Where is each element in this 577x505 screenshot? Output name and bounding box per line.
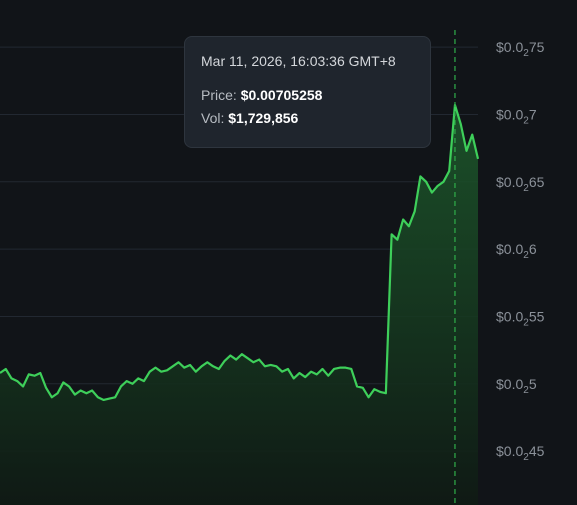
price-area-fill xyxy=(0,105,478,505)
y-axis-labels: $0.0275 $0.027 $0.0265 $0.026 $0.0255 $0.025 $… xyxy=(496,39,545,463)
y-tick-label: $0.025 xyxy=(496,376,537,396)
tooltip-vol-row: Vol: $1,729,856 xyxy=(201,110,414,126)
tooltip-price-label: Price: xyxy=(201,87,237,103)
y-tick-label: $0.026 xyxy=(496,241,537,261)
tooltip-vol-value: $1,729,856 xyxy=(228,110,299,126)
y-tick-label: $0.0255 xyxy=(496,308,545,328)
tooltip-date: Mar 11, 2026, 16:03:36 GMT+8 xyxy=(201,53,396,69)
y-tick-label: $0.0275 xyxy=(496,39,545,59)
tooltip-price-row: Price: $0.00705258 xyxy=(201,87,414,103)
y-tick-label: $0.0245 xyxy=(496,443,545,463)
price-tooltip: Mar 11, 2026, 16:03:36 GMT+8 Price: $0.0… xyxy=(184,36,431,148)
tooltip-price-value: $0.00705258 xyxy=(240,87,323,103)
y-tick-label: $0.027 xyxy=(496,106,537,126)
y-tick-label: $0.0265 xyxy=(496,174,545,194)
tooltip-vol-label: Vol: xyxy=(201,110,225,126)
price-line xyxy=(0,103,480,402)
